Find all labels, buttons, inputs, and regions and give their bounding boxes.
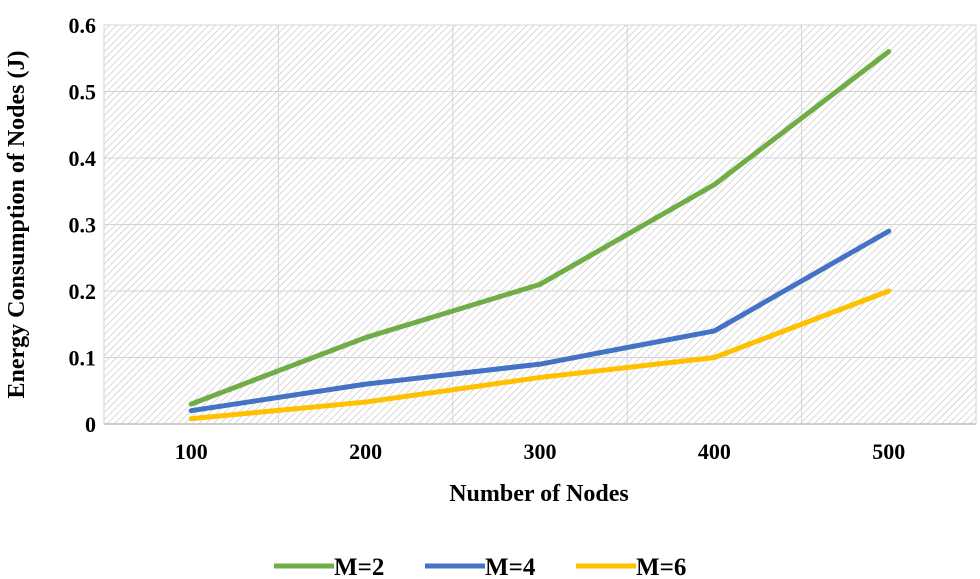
x-axis-title: Number of Nodes <box>449 481 629 507</box>
legend-label: M=6 <box>636 554 686 579</box>
x-tick-label: 500 <box>872 439 905 464</box>
series-line-m-4 <box>188 228 892 414</box>
series-lines <box>188 49 892 422</box>
y-tick-label: 0.2 <box>69 279 97 304</box>
gridlines <box>103 24 977 425</box>
series-line-m-6 <box>188 288 892 422</box>
x-tick-label: 200 <box>349 439 382 464</box>
x-axis-ticks: 100 200 300 400 500 <box>175 439 906 464</box>
series-line-m-2 <box>188 49 892 407</box>
y-tick-label: 0.3 <box>69 213 97 238</box>
x-tick-label: 300 <box>524 439 557 464</box>
legend: M=2 M=4 M=6 <box>274 554 686 579</box>
y-tick-label: 0.5 <box>69 80 97 105</box>
x-tick-label: 400 <box>698 439 731 464</box>
legend-label: M=4 <box>485 554 536 579</box>
y-tick-label: 0 <box>85 412 96 437</box>
y-axis-title: Energy Consumption of Nodes (J) <box>4 50 30 398</box>
x-tick-label: 100 <box>175 439 208 464</box>
y-tick-label: 0.4 <box>69 146 97 171</box>
y-tick-label: 0.1 <box>69 346 97 371</box>
y-axis-ticks: 0 0.1 0.2 0.3 0.4 0.5 0.6 <box>69 13 97 437</box>
legend-label: M=2 <box>334 554 384 579</box>
y-tick-label: 0.6 <box>69 13 97 38</box>
